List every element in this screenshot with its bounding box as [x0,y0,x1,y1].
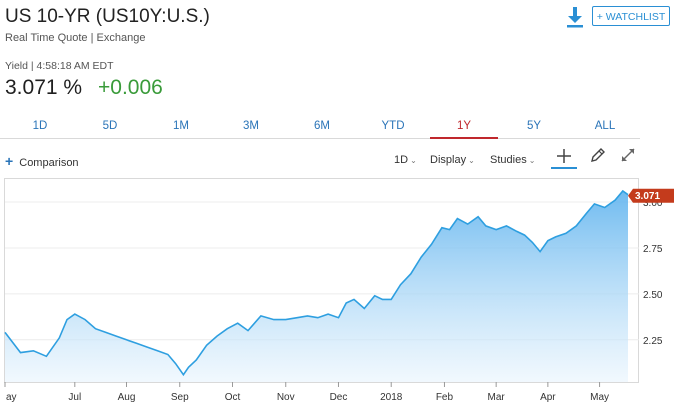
x-tick-label: Apr [540,392,556,403]
x-tick-label: Mar [488,392,506,403]
x-tick-label: Aug [118,392,136,403]
add-to-watchlist-button[interactable]: + WATCHLIST [592,6,670,26]
comparison-label: Comparison [19,157,79,169]
display-dropdown[interactable]: Display ⌄ [430,154,475,166]
x-tick-label: Jul [68,392,81,403]
x-tick-label: 2018 [380,392,403,403]
studies-label: Studies [490,154,527,166]
display-label: Display [430,154,467,166]
tab-all[interactable]: ALL [594,120,616,132]
expand-icon [621,148,635,162]
x-tick-label: Sep [171,392,189,403]
pencil-icon [591,148,605,162]
yield-timestamp: Yield | 4:58:18 AM EDT [5,60,114,72]
y-tick-label: 2.25 [643,336,663,347]
chevron-down-icon: ⌄ [468,156,475,165]
series-line [4,189,629,377]
x-tick-label: May [590,392,609,403]
x-tick-label: Dec [330,392,348,403]
series-area [5,191,628,382]
range-tabs: 1D 5D 1M 3M 6M YTD 1Y 5Y ALL [0,114,640,139]
yield-change: +0.006 [98,76,163,99]
y-tick-label: 2.50 [643,290,663,301]
tab-5d[interactable]: 5D [102,120,118,132]
y-tick-label: 2.75 [643,244,663,255]
chevron-down-icon: ⌄ [410,156,417,165]
plus-crosshair-icon [557,149,571,163]
tab-1d[interactable]: 1D [32,120,48,132]
x-tick-label: ay [6,392,17,403]
plus-icon: + [5,153,14,169]
tab-5y[interactable]: 5Y [526,120,542,132]
page-title: US 10-YR (US10Y:U.S.) [5,6,210,27]
tab-1m[interactable]: 1M [173,120,189,132]
x-tick-label: Nov [277,392,295,403]
quote-source: Real Time Quote | Exchange [5,32,146,44]
comparison-button[interactable]: + Comparison [5,153,79,169]
tab-ytd[interactable]: YTD [381,120,405,132]
tab-3m[interactable]: 3M [243,120,259,132]
crosshair-tool-button[interactable] [551,145,577,169]
studies-dropdown[interactable]: Studies ⌄ [490,154,535,166]
fullscreen-button[interactable] [618,145,638,165]
interval-label: 1D [394,154,409,166]
x-tick-label: Oct [225,392,241,403]
y-tick-label: 3.00 [643,198,663,209]
tab-1y[interactable]: 1Y [430,114,498,139]
interval-dropdown[interactable]: 1D ⌄ [394,154,417,166]
current-value-label: 3.071 [635,191,660,202]
chart-area[interactable] [4,178,639,383]
chevron-down-icon: ⌄ [528,156,536,165]
x-tick-label: Feb [436,392,454,403]
draw-tool-button[interactable] [588,145,608,165]
current-yield: 3.071 % [5,76,83,99]
current-value-badge: 3.071 [628,188,674,203]
download-icon[interactable] [566,6,584,28]
tab-6m[interactable]: 6M [314,120,330,132]
